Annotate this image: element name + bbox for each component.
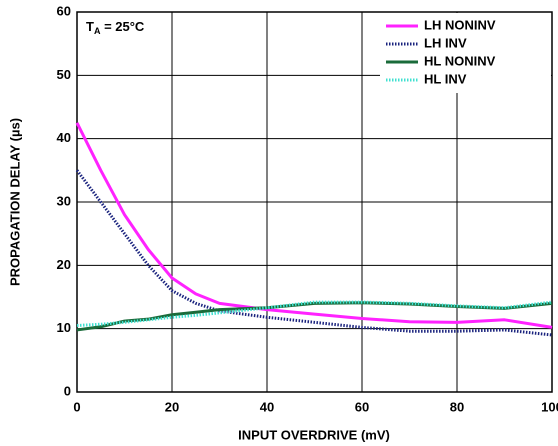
x-tick-label: 100 [541,399,558,414]
y-tick-label: 10 [57,320,71,335]
legend: LH NONINV LH INV HL NONINV HL INV [380,13,551,93]
x-tick-label: 80 [450,399,464,414]
annotation-part: T [86,19,94,34]
series-line [75,122,553,329]
y-tick-label: 60 [57,3,71,18]
legend-label: HL NONINV [424,53,496,68]
x-tick-label: 20 [165,399,179,414]
series-line [76,300,553,327]
y-tick-label: 30 [57,193,71,208]
y-tick-label: 40 [57,130,71,145]
legend-label: LH INV [424,35,467,50]
legend-label: HL INV [424,71,467,86]
x-tick-label: 0 [73,399,80,414]
plot-frame [76,11,553,393]
y-tick-label: 20 [57,257,71,272]
y-tick-label: 0 [64,383,71,398]
y-axis-label: PROPAGATION DELAY (µs) [7,118,22,286]
x-tick-label: 40 [260,399,274,414]
series-line [75,169,553,337]
annotation-part: A [94,26,101,36]
y-tick-label: 50 [57,67,71,82]
legend-label: LH NONINV [424,17,496,32]
annotation-part: = 25°C [100,19,144,34]
annotation-box [78,13,168,41]
annotation: TA = 25°C [86,19,145,36]
x-tick-label: 60 [355,399,369,414]
x-axis-label: INPUT OVERDRIVE (mV) [238,427,390,442]
